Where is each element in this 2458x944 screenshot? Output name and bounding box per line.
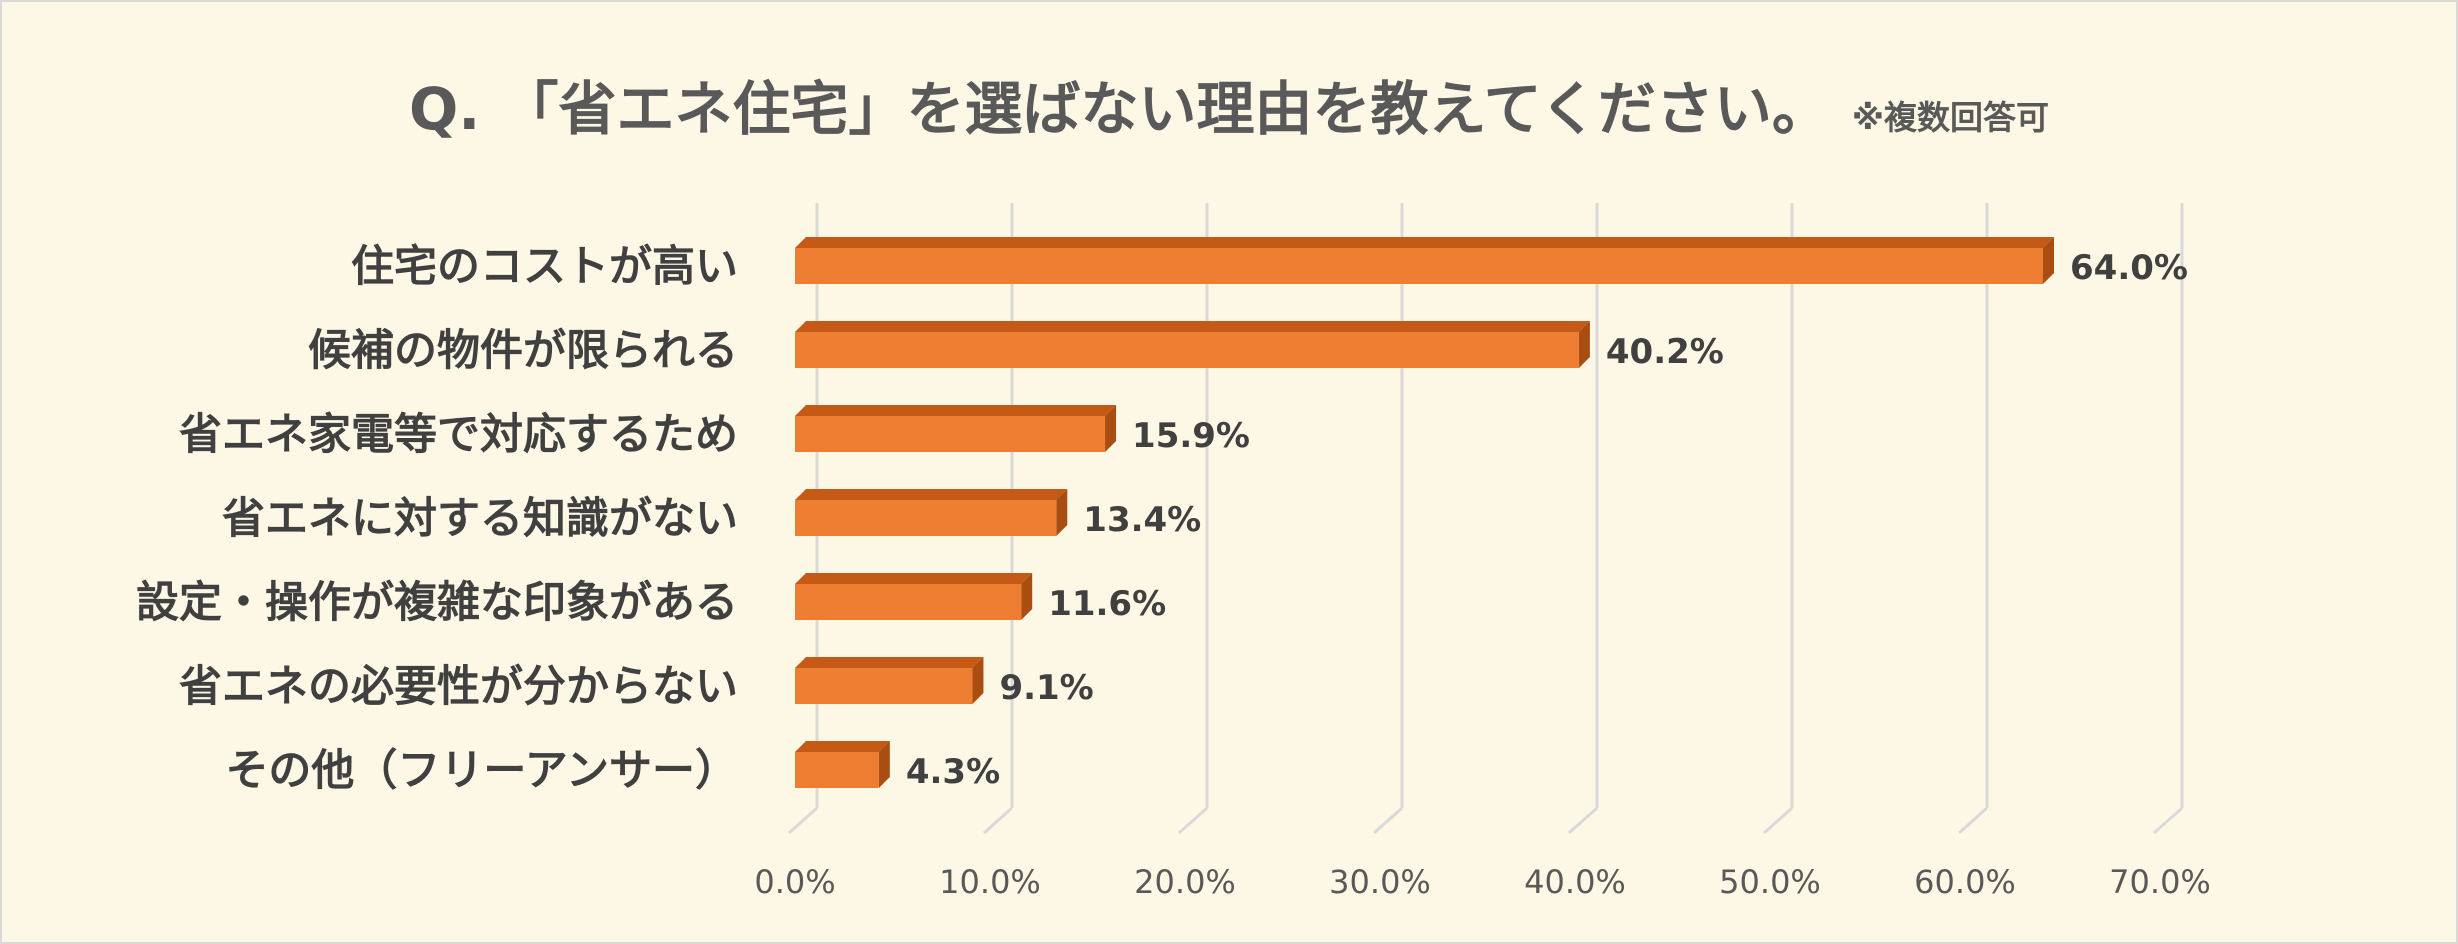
bar-side: [1105, 405, 1117, 452]
bar-side: [1021, 573, 1033, 620]
bar-top: [795, 489, 1068, 500]
x-tick-label: 20.0%: [1134, 863, 1236, 901]
category-label: 省エネに対する知識がない: [222, 494, 738, 544]
bar-side: [2043, 237, 2054, 284]
value-label: 9.1%: [999, 668, 1093, 708]
category-label: 住宅のコストが高い: [351, 242, 738, 292]
category-label: 省エネの必要性が分からない: [179, 662, 738, 712]
bar-top: [795, 321, 1590, 332]
bar-top: [795, 741, 890, 752]
bar-top: [795, 657, 984, 668]
gridline-floor: [1568, 806, 1598, 835]
category-label: 候補の物件が限られる: [308, 326, 738, 376]
value-label: 4.3%: [906, 752, 1000, 792]
gridline-floor: [2153, 806, 2183, 835]
gridline-floor: [1178, 806, 1208, 835]
bar-side: [1056, 489, 1068, 536]
x-tick-label: 30.0%: [1329, 863, 1431, 901]
bar: [795, 416, 1106, 452]
bar: [795, 668, 973, 704]
bar-side: [972, 657, 984, 704]
gridline-floor: [788, 806, 818, 835]
x-tick-label: 50.0%: [1719, 863, 1821, 901]
chart-title-main: Q. 「省エネ住宅」を選ばない理由を教えてください。: [409, 75, 1830, 143]
x-tick-label: 70.0%: [2109, 863, 2211, 901]
bar-side: [878, 741, 890, 788]
x-tick-label: 60.0%: [1914, 863, 2016, 901]
gridline-floor: [983, 806, 1013, 835]
category-label: 省エネ家電等で対応するため: [179, 410, 738, 460]
value-label: 15.9%: [1132, 416, 1250, 456]
chart-subtitle-note: ※複数回答可: [1851, 98, 2049, 137]
chart-title: Q. 「省エネ住宅」を選ばない理由を教えてください。 ※複数回答可: [0, 62, 2458, 146]
value-label: 13.4%: [1083, 500, 1201, 540]
bar: [795, 332, 1579, 368]
x-tick-label: 40.0%: [1524, 863, 1626, 901]
bar: [795, 752, 879, 788]
value-label: 11.6%: [1048, 584, 1166, 624]
category-label: その他（フリーアンサー）: [225, 746, 738, 796]
bar: [795, 500, 1057, 536]
bar-top: [795, 237, 2054, 248]
bar-top: [795, 405, 1117, 416]
category-label: 設定・操作が複雑な印象がある: [136, 578, 738, 628]
value-label: 40.2%: [1606, 332, 1724, 372]
bar-side: [1578, 321, 1590, 368]
bar-top: [795, 573, 1033, 584]
gridline-floor: [1763, 806, 1793, 835]
bar: [795, 248, 2043, 284]
gridline-floor: [1958, 806, 1988, 835]
bar: [795, 584, 1022, 620]
x-tick-label: 0.0%: [754, 863, 835, 901]
value-label: 64.0%: [2070, 248, 2188, 288]
gridline-floor: [1373, 806, 1403, 835]
x-tick-label: 10.0%: [939, 863, 1041, 901]
